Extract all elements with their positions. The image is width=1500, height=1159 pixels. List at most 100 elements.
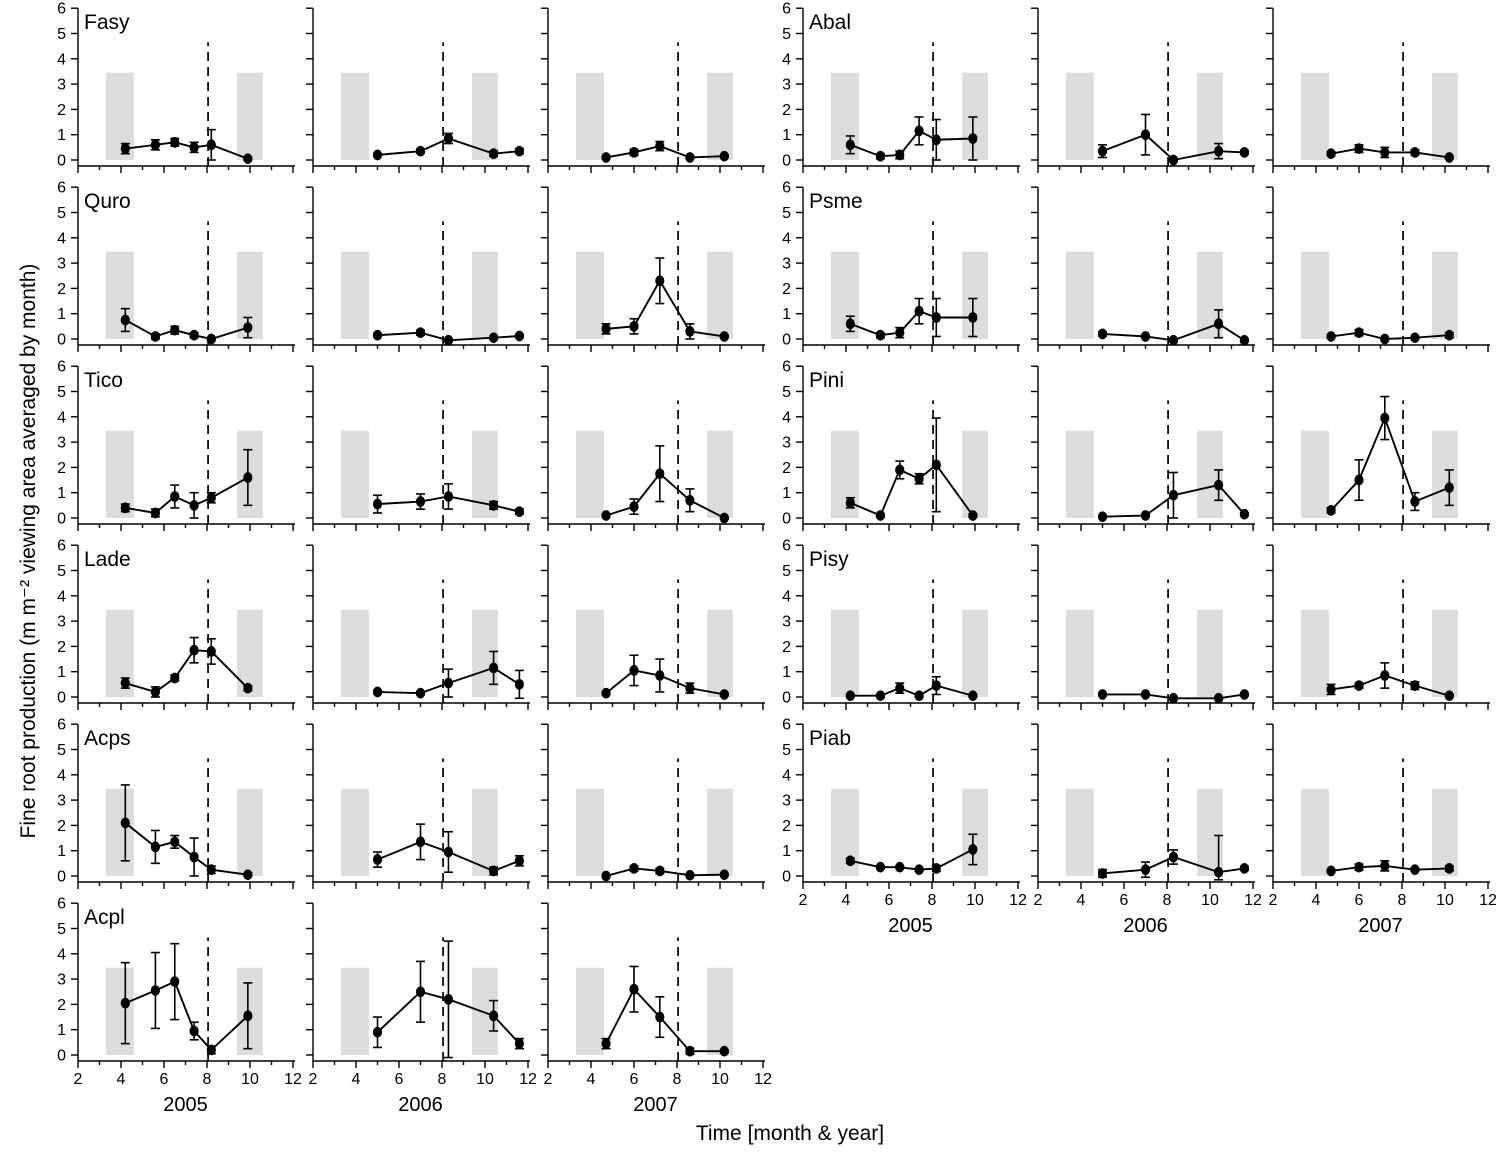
series-Lade-2007 xyxy=(601,654,729,700)
svg-text:10: 10 xyxy=(241,1071,259,1088)
species-label: Piab xyxy=(809,727,851,750)
dormant-season-bands xyxy=(1065,72,1223,160)
y-tick-labels: 0 1 2 3 4 5 6 xyxy=(57,896,66,1065)
dormant-season-bands xyxy=(1065,251,1223,339)
svg-text:10: 10 xyxy=(966,892,984,909)
series-Fasy-2007 xyxy=(601,140,729,163)
subplot-Lade-2006 xyxy=(306,544,530,710)
species-label: Fasy xyxy=(84,11,130,34)
svg-text:2: 2 xyxy=(57,460,66,477)
subplot-grid-conifers: 0 1 2 3 4 5 6 Abal 0 1 2 3 4 5 6 Psme 0 1 2 3 4 5 6 Pini 0 1 2 3 4 5 6… xyxy=(782,1,1500,937)
series-Tico-2006 xyxy=(372,483,524,518)
svg-text:4: 4 xyxy=(1312,892,1321,909)
svg-text:5: 5 xyxy=(782,26,791,43)
subplot-Fasy-2007 xyxy=(541,7,765,173)
svg-text:12: 12 xyxy=(1009,892,1027,909)
year-label: 2007 xyxy=(1358,915,1403,937)
svg-text:6: 6 xyxy=(782,717,791,734)
svg-text:8: 8 xyxy=(1398,892,1407,909)
subplot-Pisy-2006 xyxy=(1031,544,1255,710)
svg-text:1: 1 xyxy=(57,1022,66,1039)
series-Quro-2006 xyxy=(372,327,524,346)
cell-Abal-2005: 0 1 2 3 4 5 6 Abal xyxy=(782,1,1034,181)
axes xyxy=(1031,544,1255,710)
svg-text:3: 3 xyxy=(782,435,791,452)
svg-text:2: 2 xyxy=(57,102,66,119)
svg-text:0: 0 xyxy=(57,869,66,886)
y-tick-labels: 0 1 2 3 4 5 6 xyxy=(782,180,791,349)
svg-text:2: 2 xyxy=(782,460,791,477)
svg-text:4: 4 xyxy=(782,230,791,247)
svg-text:0: 0 xyxy=(782,511,791,528)
cell-Fasy-2007 xyxy=(541,2,779,181)
series-Tico-2007 xyxy=(601,445,729,524)
cell-Pisy-2005: 0 1 2 3 4 5 6 Pisy xyxy=(782,538,1034,718)
svg-text:12: 12 xyxy=(754,1071,772,1088)
dormant-season-bands xyxy=(575,72,733,160)
axes xyxy=(306,7,530,173)
series-Piab-2007 xyxy=(1326,860,1454,877)
svg-text:3: 3 xyxy=(782,256,791,273)
svg-text:6: 6 xyxy=(782,1,791,18)
svg-text:0: 0 xyxy=(782,869,791,886)
x-tick-labels: 2 4 6 8 10 12 xyxy=(544,1071,772,1088)
svg-text:6: 6 xyxy=(782,359,791,376)
svg-text:6: 6 xyxy=(1355,892,1364,909)
cell-Piab-2007: 2 4 6 8 10 12 2007 xyxy=(1266,718,1500,937)
dormant-season-bands xyxy=(340,967,498,1055)
axes xyxy=(1266,186,1490,352)
svg-text:12: 12 xyxy=(519,1071,537,1088)
svg-text:1: 1 xyxy=(57,127,66,144)
svg-text:4: 4 xyxy=(842,892,851,909)
cell-Tico-2006 xyxy=(306,360,544,539)
svg-text:6: 6 xyxy=(57,180,66,197)
x-tick-labels: 2 4 6 8 10 12 xyxy=(1269,892,1497,909)
axes xyxy=(541,902,765,1068)
svg-text:0: 0 xyxy=(782,332,791,349)
svg-text:3: 3 xyxy=(57,77,66,94)
cell-Quro-2006 xyxy=(306,181,544,360)
subplot-Acps-2006 xyxy=(306,723,530,889)
cell-Acps-2005: 0 1 2 3 4 5 6 Acps xyxy=(57,717,309,897)
y-tick-labels: 0 1 2 3 4 5 6 xyxy=(782,359,791,528)
series-Pisy-2005 xyxy=(845,675,978,702)
cell-Fasy-2006 xyxy=(306,2,544,181)
svg-text:1: 1 xyxy=(57,664,66,681)
svg-text:2: 2 xyxy=(57,281,66,298)
dormant-season-bands xyxy=(1300,788,1458,876)
svg-text:2: 2 xyxy=(57,639,66,656)
species-label: Pini xyxy=(809,369,844,392)
subplot-Quro-2007 xyxy=(541,186,765,352)
axes xyxy=(71,7,295,173)
svg-text:2: 2 xyxy=(1034,892,1043,909)
axes xyxy=(1266,365,1490,531)
series-Acpl-2007 xyxy=(601,965,729,1057)
dormant-season-bands xyxy=(830,251,988,339)
axes xyxy=(1266,7,1490,173)
subplot-Pini-2007 xyxy=(1266,365,1490,531)
svg-text:0: 0 xyxy=(57,332,66,349)
subplot-Abal-2006 xyxy=(1031,7,1255,173)
series-Acps-2005 xyxy=(120,784,253,881)
svg-text:3: 3 xyxy=(782,614,791,631)
series-Piab-2005 xyxy=(845,833,978,876)
subplot-Psme-2007 xyxy=(1266,186,1490,352)
series-Lade-2006 xyxy=(372,650,524,700)
svg-text:4: 4 xyxy=(57,51,66,68)
svg-text:4: 4 xyxy=(1077,892,1086,909)
series-Acpl-2006 xyxy=(372,940,524,1059)
cell-Tico-2005: 0 1 2 3 4 5 6 Tico xyxy=(57,359,309,539)
species-label: Acpl xyxy=(84,906,125,929)
axes xyxy=(796,365,1020,531)
svg-text:10: 10 xyxy=(476,1071,494,1088)
svg-text:2: 2 xyxy=(782,818,791,835)
dormant-season-bands xyxy=(105,72,263,160)
svg-text:2: 2 xyxy=(799,892,808,909)
series-Fasy-2005 xyxy=(120,128,253,165)
dormant-season-bands xyxy=(340,788,498,876)
svg-text:5: 5 xyxy=(782,205,791,222)
svg-text:2: 2 xyxy=(782,102,791,119)
cell-Abal-2007 xyxy=(1266,2,1500,181)
axes xyxy=(1031,723,1255,889)
svg-text:2: 2 xyxy=(309,1071,318,1088)
